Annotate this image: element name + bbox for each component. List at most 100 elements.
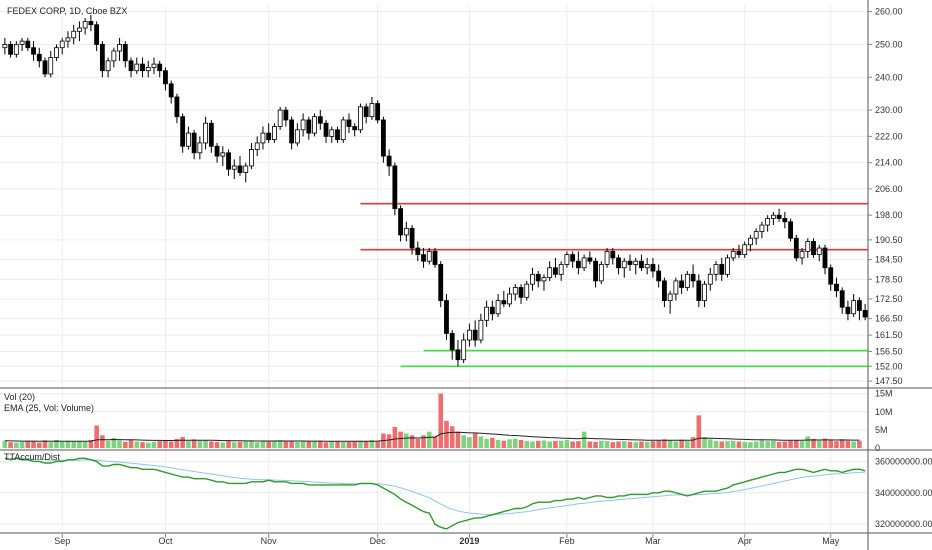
volume-bar <box>627 441 633 448</box>
price-tick-label: 178.50 <box>875 274 903 284</box>
volume-bar <box>788 440 793 448</box>
candle-down <box>352 126 358 131</box>
candle-up <box>478 319 484 341</box>
candle-up <box>564 254 570 265</box>
volume-bar <box>776 441 782 448</box>
price-tick-label: 240.00 <box>875 72 903 82</box>
volume-bar <box>140 442 145 448</box>
volume-bar <box>736 441 742 448</box>
candle-down <box>289 119 295 144</box>
price-tick-label: 214.00 <box>875 158 903 168</box>
candle-down <box>283 109 289 121</box>
candle-down <box>793 237 799 259</box>
candle-up <box>277 109 283 127</box>
volume-bar <box>421 435 426 448</box>
volume-bar <box>14 442 19 448</box>
candle-down <box>593 260 598 282</box>
candle-down <box>99 44 105 72</box>
volume-bar <box>765 441 770 448</box>
volume-bar <box>128 439 134 448</box>
candle-up <box>71 30 77 39</box>
volume-bar <box>203 440 208 448</box>
candle-up <box>300 119 306 131</box>
volume-bar <box>300 441 306 448</box>
volume-bar <box>8 442 13 448</box>
volume-bar <box>484 438 489 448</box>
volume-bar <box>633 442 639 448</box>
volume-bar <box>719 441 725 448</box>
candle-down <box>570 254 576 262</box>
candle-up <box>312 116 317 134</box>
candle-up <box>145 67 151 72</box>
volume-bar <box>260 441 266 448</box>
volume-bar <box>432 436 438 448</box>
volume-bar <box>352 441 358 448</box>
candle-up <box>673 280 679 295</box>
volume-bar <box>501 440 507 448</box>
price-tick-label: 250.00 <box>875 39 903 49</box>
candle-down <box>627 260 633 265</box>
volume-bar <box>771 440 776 448</box>
candle-down <box>679 280 685 288</box>
volume-bar <box>145 442 151 448</box>
volume-bar <box>426 431 432 448</box>
candle-up <box>340 119 346 141</box>
volume-bar <box>478 436 484 448</box>
candle-up <box>805 241 811 252</box>
candle-down <box>719 264 725 275</box>
volume-bar <box>438 393 444 448</box>
volume-bar <box>398 431 403 448</box>
candle-down <box>489 306 495 315</box>
volume-bar <box>329 441 335 448</box>
volume-bar <box>323 442 329 448</box>
candle-down <box>346 119 352 127</box>
chart-title: FEDEX CORP, 1D, Cboe BZX <box>7 6 127 16</box>
volume-bar <box>340 441 346 448</box>
candle-up <box>667 293 673 302</box>
candle-down <box>31 47 36 55</box>
time-tick-label: 2019 <box>459 536 479 546</box>
volume-bar <box>467 437 472 448</box>
volume-bar <box>834 441 839 448</box>
candle-down <box>828 267 834 285</box>
volume-bar <box>455 431 461 448</box>
volume-bar <box>541 440 547 448</box>
volume-bar <box>725 441 730 448</box>
price-tick-label: 172.50 <box>875 294 903 304</box>
candle-up <box>684 273 690 288</box>
candle-down <box>323 122 329 137</box>
candle-down <box>834 283 839 292</box>
volume-bar <box>283 441 289 448</box>
volume-bar <box>816 440 822 448</box>
price-tick-label: 147.50 <box>875 376 903 386</box>
price-tick-label: 161.50 <box>875 330 903 340</box>
candle-down <box>392 165 398 210</box>
candle-down <box>375 103 381 121</box>
volume-bar <box>226 441 231 448</box>
candle-down <box>140 63 145 72</box>
candle-down <box>696 280 702 302</box>
accum-tick-label: 360000000.00 <box>875 456 932 466</box>
candle-down <box>650 264 656 272</box>
price-tick-label: 230.00 <box>875 105 903 115</box>
volume-bar <box>369 440 375 448</box>
candle-down <box>214 145 220 157</box>
volume-pane-title: Vol (20) <box>4 392 35 402</box>
candle-up <box>507 293 512 305</box>
candle-up <box>54 47 59 58</box>
volume-bar <box>828 440 834 448</box>
volume-bar <box>644 441 650 448</box>
volume-bar <box>593 441 598 448</box>
volume-bar <box>404 433 409 448</box>
price-tick-label: 260.00 <box>875 7 903 17</box>
volume-bar <box>174 438 180 448</box>
ema-pane-title: EMA (25, Vol: Volume) <box>4 403 94 413</box>
candle-down <box>415 247 421 256</box>
volume-bars <box>2 393 862 448</box>
candle-up <box>851 300 857 315</box>
volume-bar <box>707 439 713 448</box>
candle-up <box>621 260 627 269</box>
candle-down <box>575 260 581 269</box>
volume-bar <box>295 441 300 448</box>
